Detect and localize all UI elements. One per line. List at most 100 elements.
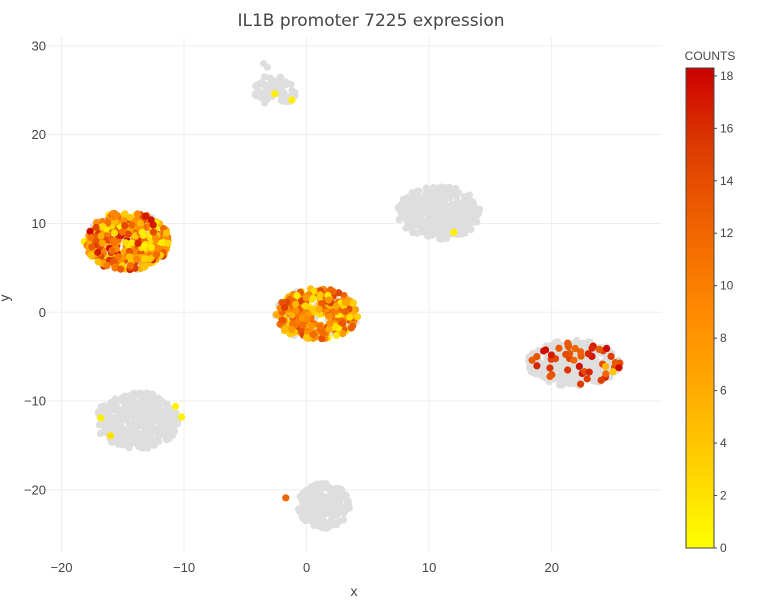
data-point-zero (271, 80, 279, 88)
y-tick-label: −20 (24, 482, 46, 497)
data-point-expressed (147, 243, 155, 251)
data-point-zero (296, 492, 304, 500)
data-point-zero (562, 374, 570, 382)
data-point-expressed (282, 494, 290, 502)
data-point-zero (299, 505, 307, 514)
data-point-zero (172, 413, 180, 421)
data-point-zero (475, 205, 484, 213)
data-point-expressed (546, 364, 554, 372)
data-point-zero (408, 188, 416, 197)
data-point-zero (432, 193, 440, 201)
data-point-zero (551, 339, 559, 347)
data-point-expressed (615, 364, 623, 372)
data-point-expressed (332, 302, 340, 310)
x-tick-label: 0 (303, 560, 310, 575)
data-point-zero (446, 194, 454, 202)
x-tick-label: −20 (50, 560, 72, 575)
data-point-expressed (280, 303, 289, 312)
data-point-expressed (346, 313, 354, 321)
data-point-expressed (577, 380, 585, 388)
data-point-zero (307, 513, 315, 521)
data-point-expressed (151, 234, 160, 242)
data-point-zero (155, 394, 163, 402)
data-point-zero (436, 223, 444, 231)
data-point-zero (261, 73, 269, 81)
data-point-zero (339, 516, 348, 524)
data-point-expressed (533, 362, 541, 370)
data-point-expressed (339, 319, 347, 327)
data-point-zero (402, 224, 410, 232)
data-point-zero (138, 434, 146, 442)
data-point-zero (333, 511, 341, 519)
data-point-expressed (304, 315, 312, 323)
y-tick-label: 0 (39, 305, 46, 320)
data-point-zero (399, 204, 408, 212)
data-point-zero (115, 424, 123, 432)
data-point-zero (345, 502, 353, 510)
data-point-expressed (141, 255, 149, 263)
data-point-expressed (349, 299, 357, 307)
data-point-zero (424, 188, 432, 196)
data-point-zero (330, 490, 338, 498)
data-point-zero (461, 229, 469, 237)
data-point-expressed (118, 228, 127, 236)
data-point-expressed (339, 329, 347, 338)
data-point-expressed (603, 344, 611, 353)
data-point-zero (539, 370, 547, 379)
data-point-expressed (584, 350, 592, 358)
data-point-expressed (149, 228, 158, 236)
data-point-expressed (114, 253, 122, 261)
data-point-zero (325, 497, 333, 505)
axes: −20 −10 0 10 20 −20 −10 0 10 20 30 (24, 38, 559, 575)
data-point-zero (125, 420, 133, 428)
data-point-expressed (310, 305, 318, 313)
data-point-expressed (162, 229, 170, 237)
data-point-expressed (325, 296, 333, 304)
data-point-expressed (335, 289, 343, 297)
data-point-zero (313, 521, 321, 530)
data-point-zero (406, 219, 414, 227)
data-point-expressed (292, 306, 300, 315)
data-point-zero (137, 392, 146, 400)
data-point-zero (454, 189, 463, 197)
data-point-zero (394, 203, 403, 211)
colorbar-tick-label: 14 (720, 174, 734, 188)
data-point-expressed (87, 251, 95, 259)
data-point-zero (442, 184, 450, 192)
data-point-zero (308, 486, 317, 495)
data-point-expressed (564, 342, 573, 351)
data-point-zero (452, 205, 461, 213)
data-point-expressed (106, 432, 115, 440)
data-point-expressed (547, 351, 555, 359)
colorbar-tick-label: 10 (720, 279, 734, 293)
x-tick-label: −10 (173, 560, 195, 575)
data-point-expressed (332, 331, 341, 339)
data-point-zero (328, 511, 336, 520)
data-point-expressed (131, 248, 139, 256)
data-point-zero (113, 397, 121, 405)
data-point-zero (467, 225, 475, 234)
data-point-zero (538, 363, 546, 371)
data-point-expressed (128, 239, 136, 247)
data-point-expressed (164, 239, 172, 247)
data-point-expressed (133, 255, 141, 263)
data-point-zero (400, 197, 408, 206)
data-point-expressed (293, 292, 301, 300)
data-point-expressed (309, 330, 317, 339)
data-point-expressed (117, 265, 125, 273)
colorbar-tick-label: 6 (720, 384, 727, 398)
data-point-expressed (585, 368, 593, 376)
data-point-zero (439, 201, 448, 209)
colorbar-tick-label: 4 (720, 436, 727, 450)
data-point-zero (408, 226, 416, 234)
data-point-expressed (103, 262, 111, 270)
data-point-zero (98, 403, 106, 411)
data-point-zero (256, 91, 264, 99)
data-points (80, 60, 624, 533)
data-point-zero (105, 409, 114, 418)
x-tick-label: 20 (544, 560, 558, 575)
data-point-zero (111, 406, 119, 414)
data-point-zero (137, 401, 145, 409)
colorbar-tick-label: 12 (720, 226, 734, 240)
